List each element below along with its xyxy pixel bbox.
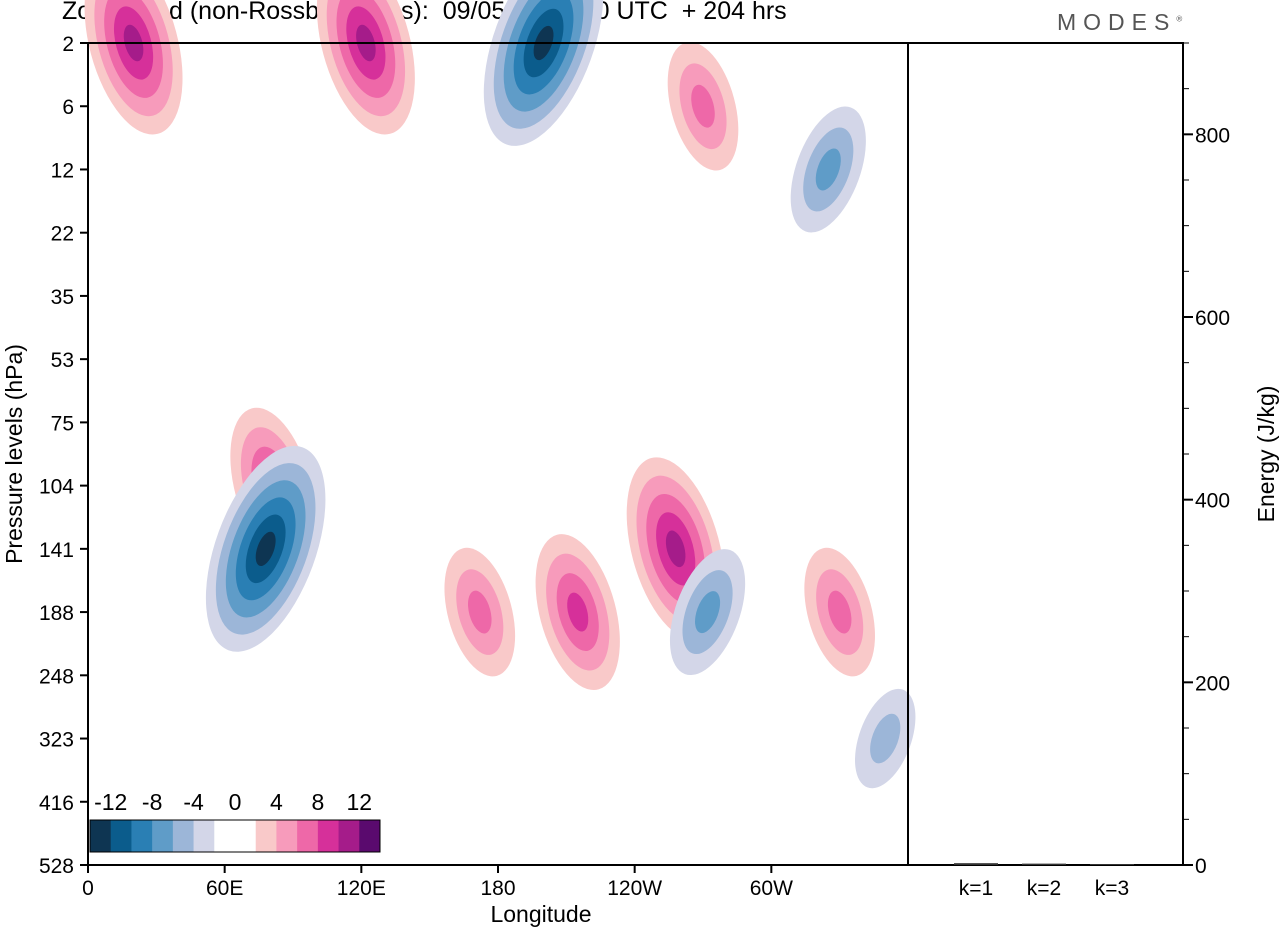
energy-frame bbox=[907, 42, 1184, 866]
energy-bar-1 bbox=[1022, 863, 1066, 865]
y-tick-label-13: 528 bbox=[39, 855, 74, 878]
x-tick-label-3: 180 bbox=[480, 877, 515, 900]
x-tick-label-1: 60E bbox=[206, 877, 243, 900]
energy-tick-label-4: 800 bbox=[1195, 124, 1230, 147]
x-tick-label-2: 120E bbox=[337, 877, 386, 900]
energy-bar-0 bbox=[954, 863, 998, 865]
y-tick-label-5: 53 bbox=[51, 349, 74, 372]
y-tick-label-7: 104 bbox=[39, 476, 74, 499]
heatmap-field bbox=[84, 0, 916, 789]
colorbar-swatch-13 bbox=[359, 820, 381, 852]
colorbar-label-0: -12 bbox=[94, 789, 127, 815]
anomaly-negative-12-level-1 bbox=[870, 713, 901, 764]
colorbar-swatch-3 bbox=[152, 820, 174, 852]
energy-bar-2 bbox=[1090, 864, 1134, 865]
y-tick-label-11: 323 bbox=[39, 729, 74, 752]
x-tick-label-0: 0 bbox=[82, 877, 94, 900]
anomaly-negative-4-level-2 bbox=[815, 148, 841, 191]
x-axis-title: Longitude bbox=[490, 901, 591, 927]
colorbar-swatch-12 bbox=[338, 820, 360, 852]
energy-category-label-1: k=2 bbox=[1027, 877, 1061, 900]
energy-y-axis: 0 200 400 600 800 bbox=[1183, 42, 1230, 878]
energy-tick-label-2: 400 bbox=[1195, 490, 1230, 513]
heatmap-frame bbox=[87, 42, 909, 866]
anomaly-positive-3-level-2 bbox=[691, 84, 715, 128]
y-tick-label-6: 75 bbox=[51, 412, 74, 435]
x-tick-label-5: 60W bbox=[750, 877, 793, 900]
colorbar-swatch-1 bbox=[110, 820, 132, 852]
x-axis: 0 60E 120E 180 120W 60W bbox=[82, 865, 793, 900]
anomaly-positive-9-level-4 bbox=[665, 530, 686, 568]
y-tick-label-9: 188 bbox=[39, 602, 74, 625]
anomaly-positive-11-level-2 bbox=[827, 590, 852, 634]
anomaly-positive-8-level-3 bbox=[567, 592, 589, 632]
colorbar-swatch-10 bbox=[297, 820, 319, 852]
colorbar-swatch-7 bbox=[235, 820, 257, 852]
colorbar-swatch-8 bbox=[255, 820, 277, 852]
colorbar-swatch-2 bbox=[131, 820, 153, 852]
colorbar-frame bbox=[89, 819, 381, 853]
energy-category-label-2: k=3 bbox=[1095, 877, 1129, 900]
energy-axis-title: Energy (J/kg) bbox=[1253, 386, 1279, 523]
energy-bars bbox=[954, 863, 1134, 865]
energy-tick-label-1: 200 bbox=[1195, 672, 1230, 695]
colorbar-label-4: 4 bbox=[270, 789, 283, 815]
y-tick-label-1: 6 bbox=[62, 96, 74, 119]
colorbar-legend: -12 -8 -4 0 4 8 12 bbox=[89, 789, 381, 853]
y-tick-label-8: 141 bbox=[39, 539, 74, 562]
anomaly-negative-6-level-5 bbox=[255, 531, 276, 566]
y-tick-label-10: 248 bbox=[39, 665, 74, 688]
y-tick-label-0: 2 bbox=[62, 33, 74, 56]
energy-tick-label-3: 600 bbox=[1195, 307, 1230, 330]
anomaly-positive-7-level-2 bbox=[468, 590, 492, 634]
energy-x-axis: k=1 k=2 k=3 bbox=[959, 877, 1129, 900]
colorbar-swatch-0 bbox=[90, 820, 112, 852]
y-axis-title: Pressure levels (hPa) bbox=[1, 344, 27, 564]
registered-icon: ® bbox=[1176, 14, 1183, 24]
energy-category-label-0: k=1 bbox=[959, 877, 993, 900]
x-tick-label-4: 120W bbox=[607, 877, 662, 900]
y-tick-label-4: 35 bbox=[51, 286, 74, 309]
colorbar-swatch-5 bbox=[193, 820, 215, 852]
colorbar-label-5: 8 bbox=[311, 789, 324, 815]
colorbar-label-3: 0 bbox=[229, 789, 242, 815]
colorbar-swatch-4 bbox=[172, 820, 195, 852]
brand-text: MODES bbox=[1057, 9, 1177, 35]
y-tick-label-3: 22 bbox=[51, 223, 74, 246]
colorbar-label-2: -4 bbox=[183, 789, 204, 815]
y-axis: 2 6 12 22 35 53 75 104 141 188 248 323 416 528 bbox=[39, 33, 88, 878]
colorbar-swatch-9 bbox=[276, 820, 298, 852]
y-tick-label-12: 416 bbox=[39, 792, 74, 815]
colorbar-swatch-11 bbox=[317, 820, 340, 852]
anomaly-negative-10-level-2 bbox=[695, 591, 721, 634]
colorbar-label-6: 12 bbox=[346, 789, 372, 815]
brand-logo: MODES® bbox=[1057, 9, 1182, 36]
energy-tick-label-0: 0 bbox=[1195, 855, 1207, 878]
colorbar-swatch-6 bbox=[214, 820, 236, 852]
colorbar-label-1: -8 bbox=[142, 789, 162, 815]
y-tick-label-2: 12 bbox=[51, 159, 74, 182]
